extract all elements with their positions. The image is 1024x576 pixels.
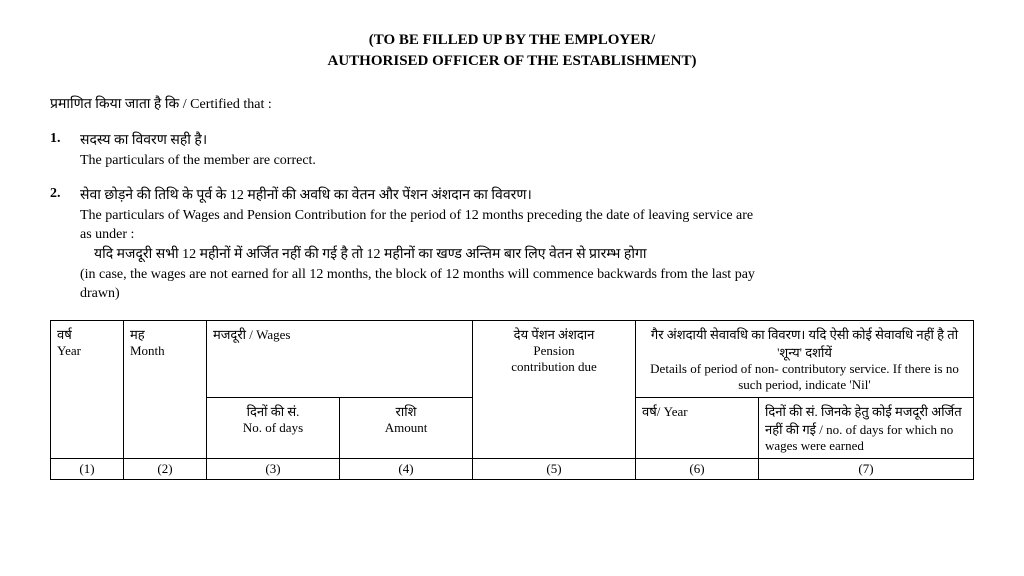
col-wages: मजदूरी / Wages (207, 320, 473, 397)
item-1-num: 1. (50, 131, 80, 170)
colnum-4: (4) (340, 458, 473, 479)
header-line1: (TO BE FILLED UP BY THE EMPLOYER/ (50, 30, 974, 51)
table-colnum-row: (1) (2) (3) (4) (5) (6) (7) (51, 458, 974, 479)
item-2-hindi2: यदि मजदूरी सभी 12 महीनों में अर्जित नहीं… (94, 245, 974, 265)
colnum-7: (7) (759, 458, 974, 479)
item-2-english1b: as under : (80, 225, 974, 245)
col-month: महMonth (124, 320, 207, 458)
colnum-5: (5) (473, 458, 636, 479)
item-2-hindi1: सेवा छोड़ने की तिथि के पूर्व के 12 महीनो… (80, 186, 974, 206)
form-header: (TO BE FILLED UP BY THE EMPLOYER/ AUTHOR… (50, 30, 974, 72)
colnum-2: (2) (124, 458, 207, 479)
colnum-6: (6) (636, 458, 759, 479)
item-1: 1. सदस्य का विवरण सही है। The particular… (50, 131, 974, 170)
col-pension: देय पेंशन अंशदानPensioncontribution due (473, 320, 636, 458)
col-amount: राशिAmount (340, 397, 473, 458)
table-header-row-1: वर्षYear महMonth मजदूरी / Wages देय पेंश… (51, 320, 974, 397)
colnum-1: (1) (51, 458, 124, 479)
col-noncontrib: गैर अंशदायी सेवावधि का विवरण। यदि ऐसी को… (636, 320, 974, 397)
item-2-english1a: The particulars of Wages and Pension Con… (80, 206, 974, 226)
col-nc-year: वर्ष/ Year (636, 397, 759, 458)
item-2-num: 2. (50, 186, 80, 304)
certified-that: प्रमाणित किया जाता है कि / Certified tha… (50, 94, 974, 113)
item-1-hindi: सदस्य का विवरण सही है। (80, 131, 974, 151)
item-2-body: सेवा छोड़ने की तिथि के पूर्व के 12 महीनो… (80, 186, 974, 304)
item-1-body: सदस्य का विवरण सही है। The particulars o… (80, 131, 974, 170)
colnum-3: (3) (207, 458, 340, 479)
item-1-english: The particulars of the member are correc… (80, 151, 974, 171)
item-2: 2. सेवा छोड़ने की तिथि के पूर्व के 12 मह… (50, 186, 974, 304)
wages-table: वर्षYear महMonth मजदूरी / Wages देय पेंश… (50, 320, 974, 480)
col-year: वर्षYear (51, 320, 124, 458)
header-line2: AUTHORISED OFFICER OF THE ESTABLISHMENT) (50, 51, 974, 72)
col-nc-days: दिनों की सं. जिनके हेतु कोई मजदूरी अर्जि… (759, 397, 974, 458)
item-2-english2b: drawn) (80, 284, 974, 304)
item-2-english2a: (in case, the wages are not earned for a… (80, 265, 974, 285)
col-days: दिनों की सं.No. of days (207, 397, 340, 458)
